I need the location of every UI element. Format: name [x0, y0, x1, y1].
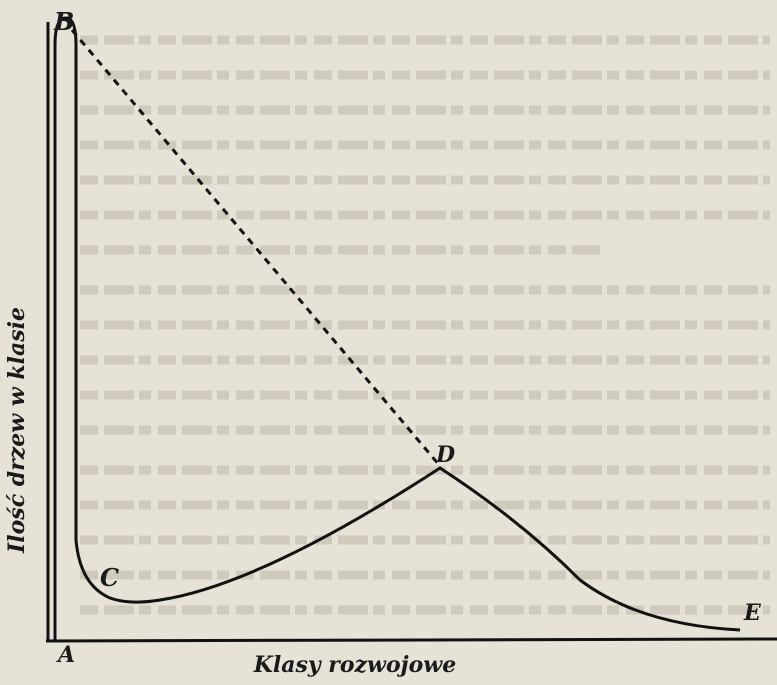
diagram: B C D A E Ilość drzew w klasie Klasy roz… [0, 0, 777, 685]
y-axis-label: Ilość drzew w klasie [4, 307, 30, 554]
x-axis [46, 639, 777, 641]
x-axis-label: Klasy rozwojowe [253, 652, 457, 678]
point-label: C [100, 563, 119, 592]
page: B C D A E Ilość drzew w klasie Klasy roz… [0, 0, 777, 685]
point-label: E [743, 600, 762, 626]
point-label: D [435, 442, 455, 468]
point-label: B [53, 7, 74, 36]
point-label: A [56, 642, 75, 668]
